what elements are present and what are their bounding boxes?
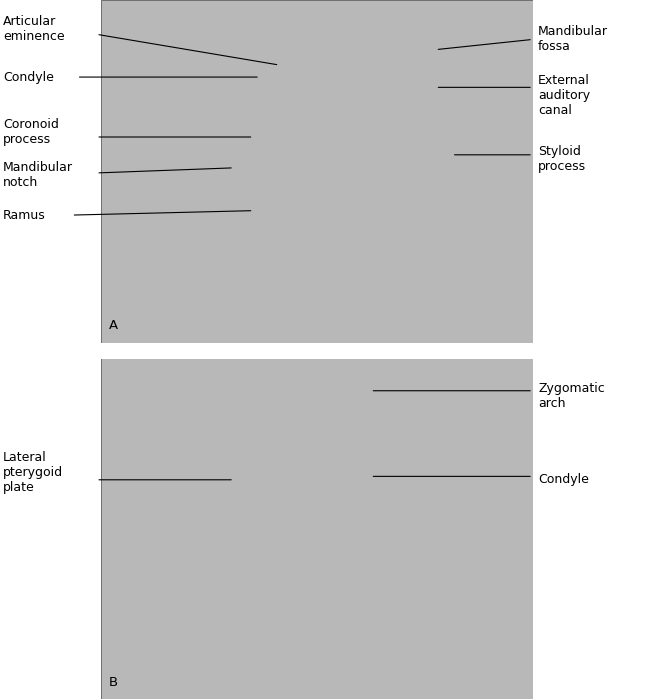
- Text: Condyle: Condyle: [3, 71, 54, 84]
- Text: External
auditory
canal: External auditory canal: [538, 74, 590, 117]
- Text: Coronoid
process: Coronoid process: [3, 118, 59, 146]
- Text: Styloid
process: Styloid process: [538, 145, 586, 173]
- Text: Articular
eminence: Articular eminence: [3, 15, 65, 43]
- Bar: [533, 0, 650, 343]
- Bar: [101, 356, 533, 699]
- Text: A: A: [109, 319, 118, 332]
- Text: Mandibular
notch: Mandibular notch: [3, 161, 73, 189]
- Bar: [533, 356, 650, 699]
- Text: Condyle: Condyle: [538, 473, 589, 487]
- Text: Ramus: Ramus: [3, 209, 46, 222]
- Text: B: B: [109, 676, 118, 689]
- Bar: [0, 0, 101, 343]
- Text: Zygomatic
arch: Zygomatic arch: [538, 382, 605, 410]
- Text: Mandibular
fossa: Mandibular fossa: [538, 25, 608, 53]
- Text: Lateral
pterygoid
plate: Lateral pterygoid plate: [3, 452, 64, 494]
- Bar: [101, 0, 533, 343]
- Bar: [0, 356, 101, 699]
